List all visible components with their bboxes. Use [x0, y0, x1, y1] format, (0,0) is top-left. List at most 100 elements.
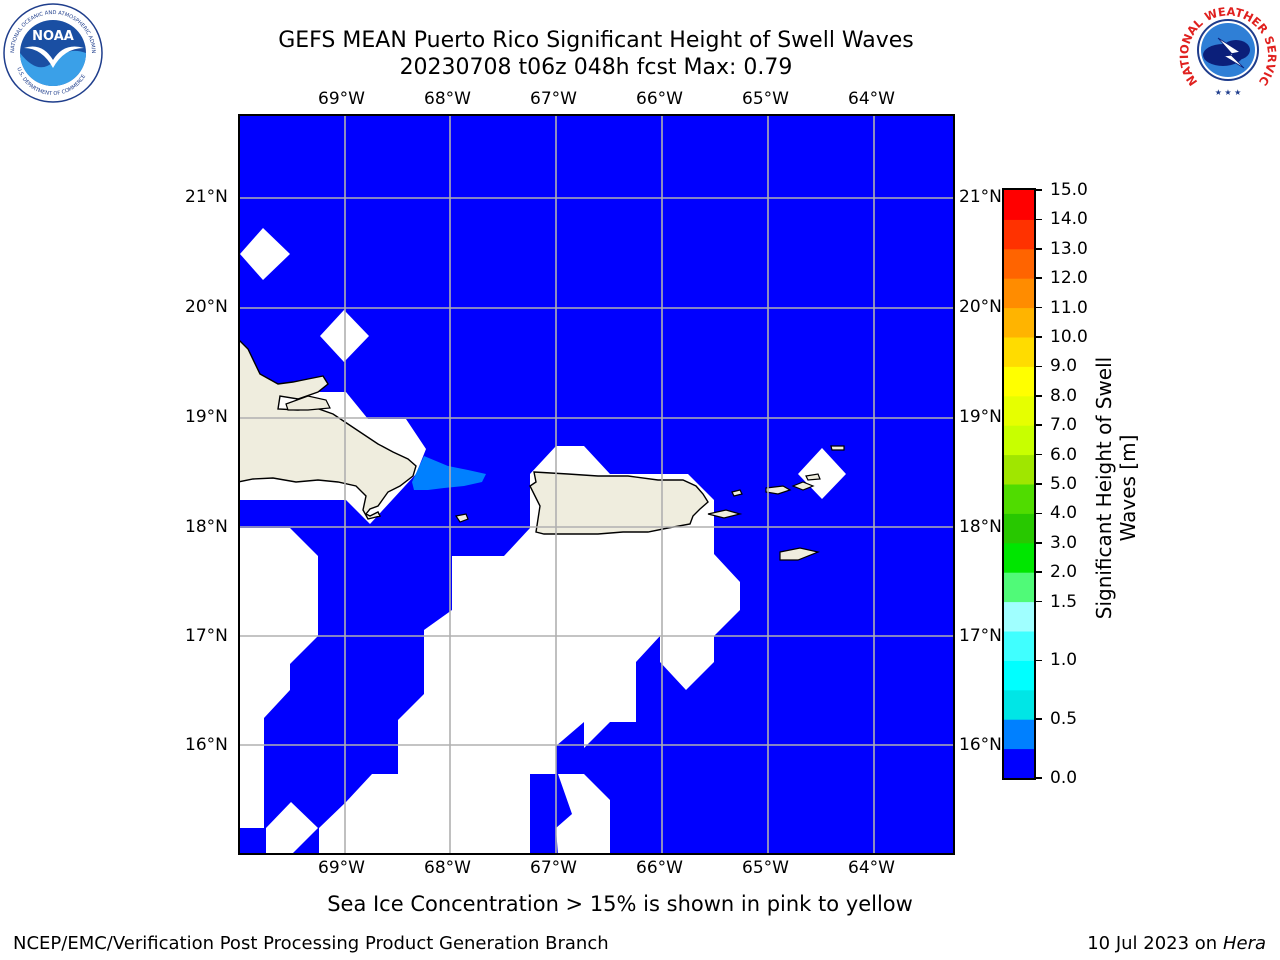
colorbar-tick-label: 6.0 — [1050, 444, 1078, 465]
colorbar-tick-label: 10.0 — [1050, 327, 1088, 347]
colorbar-segment — [1004, 366, 1034, 397]
colorbar-segment — [1004, 395, 1034, 426]
map-frame — [238, 114, 955, 855]
colorbar-segment — [1004, 219, 1034, 250]
colorbar-tick-mark — [1036, 777, 1042, 779]
date-stamp: 10 Jul 2023 on Hera — [1087, 933, 1266, 955]
colorbar — [1002, 188, 1036, 780]
colorbar-segment — [1004, 307, 1034, 338]
colorbar-tick-mark — [1036, 571, 1042, 573]
lon-label-bottom-64w: 64°W — [848, 858, 895, 878]
colorbar-tick-label: 1.5 — [1050, 591, 1078, 612]
colorbar-label: Significant Height of Swell Waves [m] — [1092, 356, 1140, 620]
land-virgin-islands — [707, 445, 845, 561]
lon-label-top-66w: 66°W — [636, 89, 683, 109]
colorbar-segment — [1004, 631, 1034, 661]
lat-label-left-17n: 17°N — [185, 626, 228, 646]
lat-label-right-16n: 16°N — [959, 735, 1002, 755]
colorbar-tick-label: 5.0 — [1050, 474, 1078, 494]
colorbar-tick-mark — [1036, 277, 1042, 279]
land-tortuga — [285, 395, 331, 411]
colorbar-tick-mark — [1036, 718, 1042, 720]
map-plot — [238, 114, 955, 855]
chart-title: GEFS MEAN Puerto Rico Significant Height… — [278, 28, 914, 53]
colorbar-segment — [1004, 542, 1034, 573]
graticule — [238, 114, 955, 855]
colorbar-segment — [1004, 190, 1034, 220]
lon-label-top-67w: 67°W — [530, 89, 577, 109]
land-puerto-rico — [529, 471, 709, 535]
lon-label-bottom-68w: 68°W — [424, 858, 471, 878]
lon-label-top-68w: 68°W — [424, 89, 471, 109]
colorbar-tick-mark — [1036, 306, 1042, 309]
sea-ice-note: Sea Ice Concentration > 15% is shown in … — [327, 892, 913, 916]
lon-label-bottom-69w: 69°W — [318, 858, 365, 878]
colorbar-tick-mark — [1036, 453, 1042, 456]
colorbar-tick-mark — [1036, 395, 1042, 397]
colorbar-segment — [1004, 454, 1034, 485]
colorbar-segment — [1004, 425, 1034, 456]
lat-label-right-18n: 18°N — [959, 517, 1002, 537]
colorbar-tick-mark — [1036, 659, 1042, 662]
nws-logo: NATIONAL WEATHER SERVICE ★ ★ ★ — [1178, 0, 1278, 97]
date-text: 10 Jul 2023 on — [1087, 933, 1223, 954]
colorbar-tick-mark — [1036, 189, 1042, 191]
credit-text: NCEP/EMC/Verification Post Processing Pr… — [13, 933, 609, 954]
machine-name: Hera — [1222, 933, 1266, 954]
colorbar-segment — [1004, 484, 1034, 514]
colorbar-tick-label: 12.0 — [1050, 268, 1088, 289]
lat-label-right-20n: 20°N — [959, 297, 1002, 317]
colorbar-segment — [1004, 513, 1034, 544]
lon-label-top-64w: 64°W — [848, 89, 895, 109]
lat-label-left-18n: 18°N — [185, 517, 228, 537]
colorbar-tick-label: 9.0 — [1050, 356, 1078, 377]
colorbar-segment — [1004, 337, 1034, 367]
colorbar-segment — [1004, 278, 1034, 309]
colorbar-segment — [1004, 748, 1034, 779]
colorbar-tick-label: 15.0 — [1050, 180, 1088, 200]
land-mona — [455, 513, 469, 523]
noaa-logo-text: NOAA — [32, 29, 74, 44]
colorbar-tick-mark — [1036, 600, 1042, 603]
colorbar-segment — [1004, 660, 1034, 691]
lon-label-bottom-67w: 67°W — [530, 858, 577, 878]
colorbar-tick-label: 1.0 — [1050, 650, 1078, 671]
colorbar-segment — [1004, 601, 1034, 632]
lat-label-right-19n: 19°N — [959, 407, 1002, 427]
colorbar-tick-mark — [1036, 336, 1042, 338]
lat-label-left-20n: 20°N — [185, 297, 228, 317]
colorbar-tick-label: 0.5 — [1050, 709, 1078, 730]
colorbar-segments — [1004, 190, 1034, 779]
colorbar-tick-label: 8.0 — [1050, 385, 1078, 406]
lat-label-left-21n: 21°N — [185, 187, 228, 207]
colorbar-tick-label: 7.0 — [1050, 415, 1078, 436]
land-hispaniola — [238, 338, 417, 520]
colorbar-tick-mark — [1036, 365, 1042, 368]
colorbar-tick-mark — [1036, 483, 1042, 485]
colorbar-tick-label: 14.0 — [1050, 209, 1088, 230]
colorbar-tick-label: 3.0 — [1050, 532, 1078, 553]
colorbar-frame — [1002, 188, 1036, 780]
noaa-logo: NOAA NATIONAL OCEANIC AND ATMOSPHERIC AD… — [2, 2, 103, 103]
colorbar-tick-mark — [1036, 218, 1042, 221]
colorbar-tick-label: 4.0 — [1050, 503, 1078, 524]
colorbar-segment — [1004, 572, 1034, 603]
colorbar-tick-mark — [1036, 542, 1042, 544]
lat-label-left-16n: 16°N — [185, 735, 228, 755]
lat-label-right-17n: 17°N — [959, 626, 1002, 646]
lon-label-bottom-65w: 65°W — [742, 858, 789, 878]
colorbar-segment — [1004, 689, 1034, 720]
svg-text:★ ★ ★: ★ ★ ★ — [1215, 88, 1242, 97]
colorbar-tick-label: 11.0 — [1050, 297, 1088, 318]
colorbar-segment — [1004, 248, 1034, 279]
lon-label-bottom-66w: 66°W — [636, 858, 683, 878]
colorbar-tick-mark — [1036, 248, 1042, 250]
colorbar-tick-label: 0.0 — [1050, 768, 1078, 788]
chart-subtitle: 20230708 t06z 048h fcst Max: 0.79 — [399, 55, 793, 80]
colorbar-tick-label: 2.0 — [1050, 562, 1078, 583]
lat-label-right-21n: 21°N — [959, 187, 1002, 207]
lon-label-top-65w: 65°W — [742, 89, 789, 109]
colorbar-segment — [1004, 719, 1034, 750]
lon-label-top-69w: 69°W — [318, 89, 365, 109]
lat-label-left-19n: 19°N — [185, 407, 228, 427]
